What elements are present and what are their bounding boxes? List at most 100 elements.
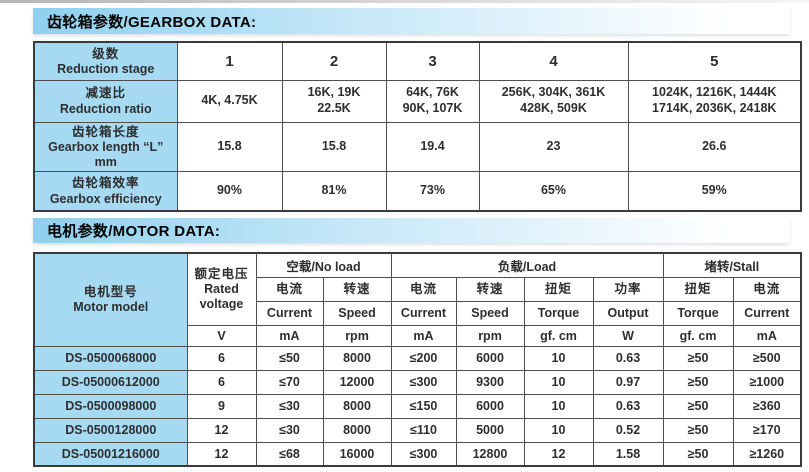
- gearbox-stage-value: 2: [281, 41, 387, 81]
- motor-data-row: DS-0500098000 9 ≤30 8000 ≤150 6000 10 0.…: [33, 393, 802, 419]
- col-label-en: Current: [390, 300, 457, 326]
- row-label-en: Reduction stage: [57, 61, 155, 76]
- gearbox-row-header-ratio: 减速比 Reduction ratio: [33, 79, 178, 123]
- unit-cell: rpm: [455, 324, 525, 347]
- col-label-zh: 转速: [322, 276, 392, 302]
- motor-model-label-en: Motor model: [73, 300, 149, 315]
- data-cell: 12: [186, 417, 257, 443]
- gearbox-length-value: 15.8: [176, 121, 283, 172]
- gearbox-length-value: 23: [478, 121, 629, 172]
- data-cell: 10: [523, 417, 594, 443]
- motor-section-load: 负载/Load: [390, 252, 664, 278]
- data-cell: 0.63: [592, 393, 664, 419]
- data-cell: 12000: [322, 369, 392, 395]
- gearbox-ratio-value: 1024K, 1216K, 1444K 1714K, 2036K, 2418K: [627, 79, 802, 123]
- gearbox-row-header-stage: 级数 Reduction stage: [33, 41, 178, 81]
- motor-model-cell: DS-0500098000: [33, 393, 188, 419]
- data-cell: ≥1260: [732, 441, 802, 467]
- data-cell: 12: [523, 441, 594, 467]
- table-row: 级数 Reduction stage 1 2 3 4 5: [33, 41, 802, 81]
- unit-voltage: V: [186, 324, 257, 347]
- table-row: 减速比 Reduction ratio 4K, 4.75K 16K, 19K 2…: [33, 79, 802, 123]
- data-cell: ≥500: [732, 345, 802, 371]
- data-cell: 0.52: [592, 417, 664, 443]
- data-cell: 10: [523, 345, 594, 371]
- gearbox-ratio-value: 256K, 304K, 361K 428K, 509K: [478, 79, 629, 123]
- motor-table-container: 电机型号 Motor model 额定电压 Rated voltage 空载/N…: [33, 252, 803, 467]
- motor-table: 电机型号 Motor model 额定电压 Rated voltage 空载/N…: [33, 252, 803, 467]
- col-label-zh: 扭矩: [662, 276, 734, 302]
- table-row: 齿轮箱长度 Gearbox length “L” mm 15.8 15.8 19…: [33, 121, 802, 172]
- data-cell: 8000: [322, 393, 392, 419]
- unit-cell: rpm: [322, 324, 392, 347]
- motor-section-band: 电机参数/MOTOR DATA:: [33, 218, 790, 243]
- row-label-zh: 齿轮箱长度: [71, 124, 140, 139]
- gearbox-ratio-value: 4K, 4.75K: [176, 79, 283, 123]
- data-cell: ≤200: [390, 345, 457, 371]
- data-cell: 8000: [322, 417, 392, 443]
- motor-section-title: 电机参数/MOTOR DATA:: [47, 223, 221, 240]
- col-label-en: Current: [255, 300, 324, 326]
- motor-data-row: DS-0500068000 6 ≤50 8000 ≤200 6000 10 0.…: [33, 345, 802, 371]
- gearbox-table-container: 级数 Reduction stage 1 2 3 4 5 减速比 Reducti…: [33, 41, 802, 213]
- data-cell: 10: [523, 393, 594, 419]
- data-cell: ≥1000: [732, 369, 802, 395]
- data-cell: ≤300: [390, 369, 457, 395]
- motor-header-sections-row: 电机型号 Motor model 额定电压 Rated voltage 空载/N…: [33, 252, 802, 347]
- col-label-en: Speed: [455, 300, 525, 326]
- data-cell: 12800: [455, 441, 525, 467]
- motor-data-row: DS-0500128000 12 ≤30 8000 ≤110 5000 10 0…: [33, 417, 802, 443]
- data-cell: ≤50: [255, 345, 324, 371]
- motor-model-label-zh: 电机型号: [83, 285, 138, 300]
- col-label-zh: 扭矩: [523, 276, 594, 302]
- data-cell: 6000: [455, 393, 525, 419]
- data-cell: 0.63: [592, 345, 664, 371]
- row-label-zh: 减速比: [85, 86, 126, 101]
- gearbox-stage-value: 4: [478, 41, 629, 81]
- unit-cell: mA: [732, 324, 802, 347]
- data-cell: ≤150: [390, 393, 457, 419]
- col-label-zh: 功率: [592, 276, 664, 302]
- motor-model-cell: DS-0500128000: [33, 417, 188, 443]
- data-cell: ≤30: [255, 417, 324, 443]
- gearbox-length-value: 19.4: [385, 121, 480, 172]
- row-label-en: Reduction ratio: [59, 101, 152, 116]
- col-label-en: Current: [732, 300, 802, 326]
- gearbox-efficiency-value: 81%: [281, 170, 387, 212]
- unit-cell: gf. cm: [662, 324, 734, 347]
- gearbox-stage-value: 5: [627, 41, 802, 81]
- row-label-zh: 级数: [92, 46, 120, 61]
- motor-data-row: DS-05000612000 6 ≤70 12000 ≤300 9300 10 …: [33, 369, 802, 395]
- col-label-zh: 电流: [732, 276, 802, 302]
- gearbox-stage-value: 3: [385, 41, 480, 81]
- table-row: 齿轮箱效率 Gearbox efficiency 90% 81% 73% 65%…: [33, 170, 802, 212]
- data-cell: ≥50: [662, 441, 734, 467]
- unit-cell: W: [592, 324, 664, 347]
- row-label-en: Gearbox length “L” mm: [48, 139, 164, 169]
- unit-cell: mA: [255, 324, 324, 347]
- motor-header-model: 电机型号 Motor model: [33, 252, 188, 347]
- data-cell: ≥170: [732, 417, 802, 443]
- col-label-zh: 电流: [255, 276, 324, 302]
- data-cell: 9300: [455, 369, 525, 395]
- gearbox-ratio-value: 64K, 76K 90K, 107K: [385, 79, 480, 123]
- gearbox-ratio-value: 16K, 19K 22.5K: [281, 79, 387, 123]
- motor-section-stall: 堵转/Stall: [662, 252, 802, 278]
- col-label-zh: 转速: [455, 276, 525, 302]
- data-cell: 9: [186, 393, 257, 419]
- data-cell: 1.58: [592, 441, 664, 467]
- col-label-en: Speed: [322, 300, 392, 326]
- col-label-en: Torque: [523, 300, 594, 326]
- motor-model-cell: DS-05001216000: [33, 441, 188, 467]
- data-cell: 12: [186, 441, 257, 467]
- motor-data-row: DS-05001216000 12 ≤68 16000 ≤300 12800 1…: [33, 441, 802, 467]
- data-cell: ≥50: [662, 369, 734, 395]
- data-cell: ≤68: [255, 441, 324, 467]
- data-cell: 10: [523, 369, 594, 395]
- data-cell: ≤30: [255, 393, 324, 419]
- col-label-en: Torque: [662, 300, 734, 326]
- gearbox-table: 级数 Reduction stage 1 2 3 4 5 减速比 Reducti…: [33, 41, 802, 213]
- data-cell: ≥50: [662, 345, 734, 371]
- gearbox-efficiency-value: 90%: [176, 170, 283, 212]
- data-cell: 16000: [322, 441, 392, 467]
